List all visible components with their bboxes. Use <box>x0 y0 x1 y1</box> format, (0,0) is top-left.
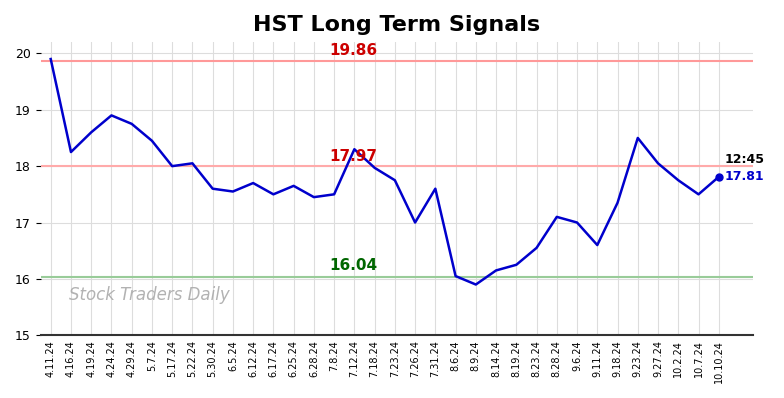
Text: 19.86: 19.86 <box>329 43 378 58</box>
Text: 12:45: 12:45 <box>725 153 765 166</box>
Text: Stock Traders Daily: Stock Traders Daily <box>69 286 230 304</box>
Text: 17.81: 17.81 <box>725 170 764 183</box>
Text: 17.97: 17.97 <box>329 149 378 164</box>
Title: HST Long Term Signals: HST Long Term Signals <box>253 15 540 35</box>
Text: 16.04: 16.04 <box>329 258 378 273</box>
